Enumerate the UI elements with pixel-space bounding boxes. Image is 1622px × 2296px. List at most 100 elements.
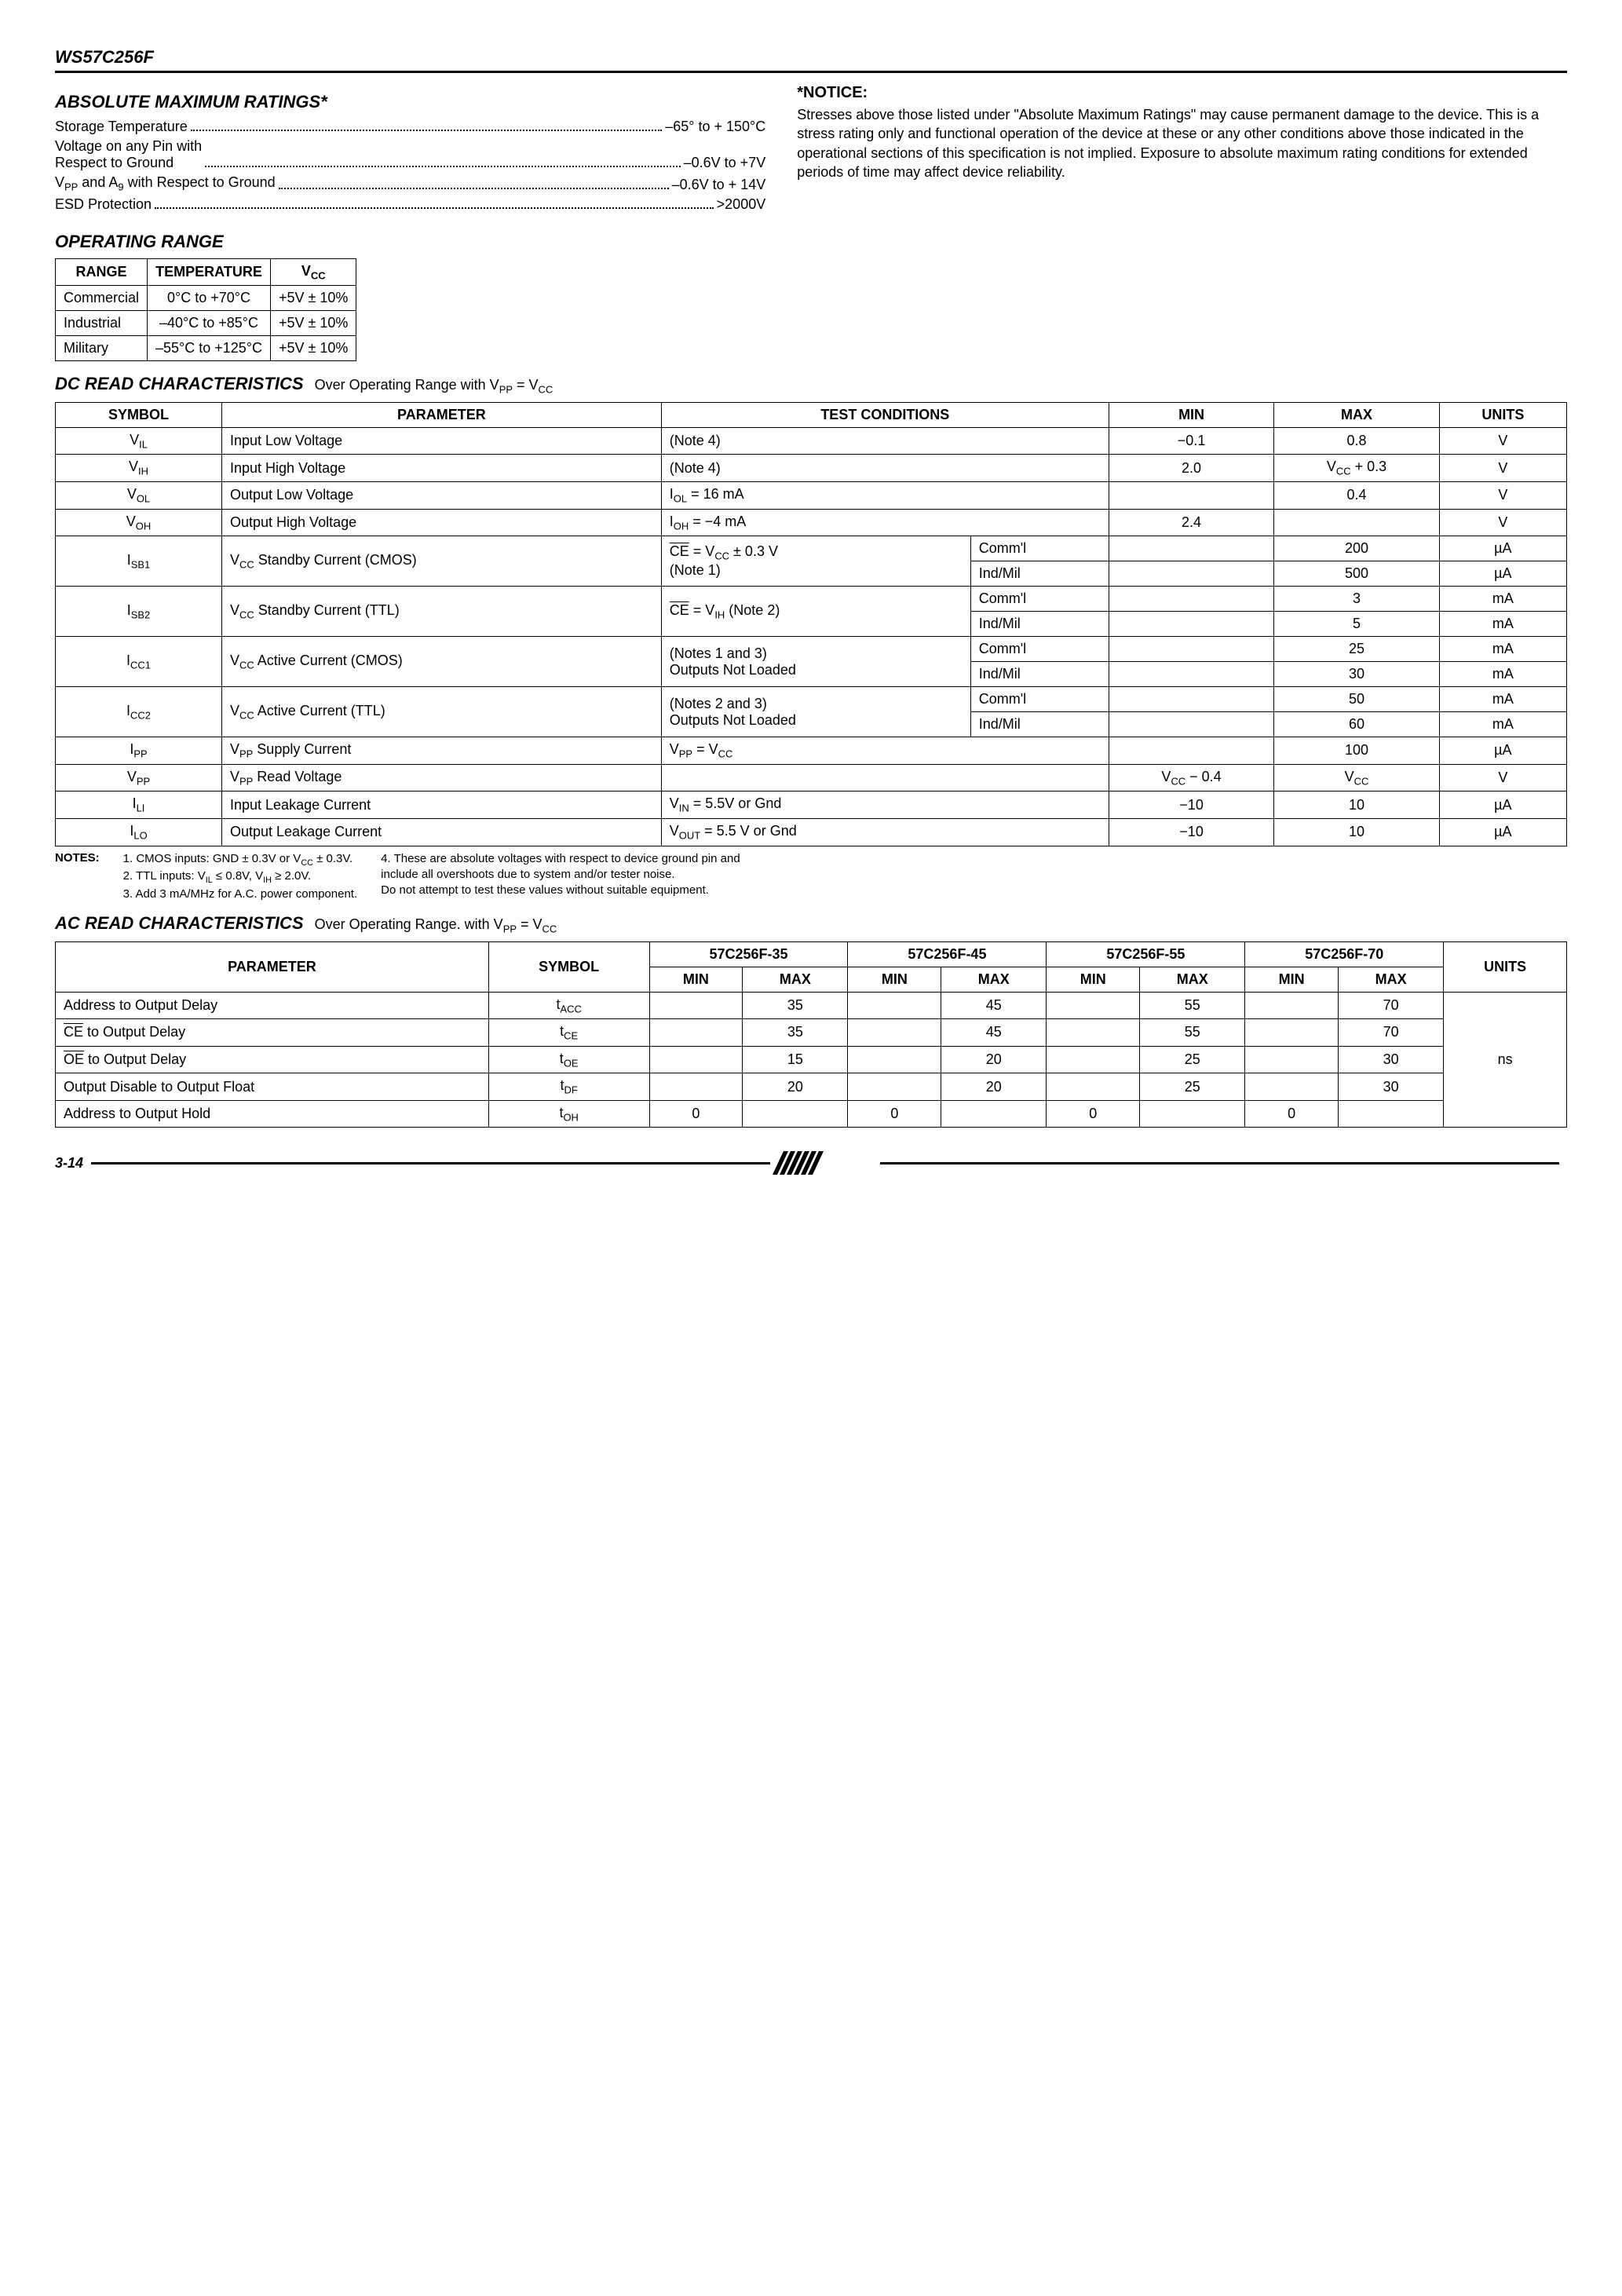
notice-body: Stresses above those listed under "Absol…	[797, 105, 1567, 181]
table-cell: +5V ± 10%	[271, 336, 356, 361]
amr-value: >2000V	[717, 196, 766, 213]
table-header: MAX	[1339, 967, 1444, 992]
table-cell: Comm'l	[970, 687, 1109, 712]
table-cell: µA	[1439, 818, 1566, 846]
table-cell	[1109, 536, 1273, 561]
table-cell: tOE	[488, 1046, 649, 1073]
table-cell: CE to Output Delay	[56, 1019, 489, 1047]
table-cell: 0	[1047, 1100, 1140, 1128]
table-cell	[1274, 509, 1439, 536]
notes-right: 4. These are absolute voltages with resp…	[381, 851, 740, 902]
table-cell: Output Low Voltage	[222, 481, 662, 509]
table-cell: –40°C to +85°C	[148, 311, 271, 336]
table-cell: 0.8	[1274, 427, 1439, 455]
table-cell: ILO	[56, 818, 222, 846]
table-cell: Input Low Voltage	[222, 427, 662, 455]
table-cell: (Note 4)	[661, 455, 1109, 482]
table-cell	[1140, 1100, 1245, 1128]
table-cell: tCE	[488, 1019, 649, 1047]
table-cell: Address to Output Hold	[56, 1100, 489, 1128]
notes-label: NOTES:	[55, 851, 100, 865]
table-header: MAX	[743, 967, 848, 992]
table-cell: +5V ± 10%	[271, 311, 356, 336]
table-cell: 10	[1274, 792, 1439, 819]
table-header: TEMPERATURE	[148, 258, 271, 286]
table-cell	[848, 1073, 941, 1101]
table-header: SYMBOL	[56, 402, 222, 427]
table-cell	[649, 992, 743, 1019]
table-header: 57C256F-45	[848, 941, 1047, 967]
table-cell: OE to Output Delay	[56, 1046, 489, 1073]
operating-range-table: RANGETEMPERATUREVCC Commercial0°C to +70…	[55, 258, 356, 362]
dc-characteristics-table: SYMBOLPARAMETERTEST CONDITIONSMINMAXUNIT…	[55, 402, 1567, 846]
table-cell: 70	[1339, 992, 1444, 1019]
table-cell: mA	[1439, 687, 1566, 712]
table-cell: tACC	[488, 992, 649, 1019]
table-cell: 25	[1140, 1046, 1245, 1073]
table-cell: VCC Standby Current (TTL)	[222, 587, 662, 637]
table-cell: µA	[1439, 792, 1566, 819]
notes-section: NOTES: 1. CMOS inputs: GND ± 0.3V or VCC…	[55, 851, 1567, 902]
table-cell	[1109, 637, 1273, 662]
table-cell: 30	[1339, 1046, 1444, 1073]
table-cell	[1245, 1019, 1339, 1047]
table-header: PARAMETER	[222, 402, 662, 427]
table-cell: Output High Voltage	[222, 509, 662, 536]
table-header: MIN	[848, 967, 941, 992]
table-cell: 5	[1274, 612, 1439, 637]
table-cell: Input High Voltage	[222, 455, 662, 482]
table-cell: ILI	[56, 792, 222, 819]
table-cell: 30	[1274, 662, 1439, 687]
table-cell: Output Leakage Current	[222, 818, 662, 846]
page-footer: 3-14	[55, 1151, 1567, 1175]
table-header: MIN	[1109, 402, 1273, 427]
table-cell: (Notes 1 and 3)Outputs Not Loaded	[661, 637, 970, 687]
table-cell	[848, 992, 941, 1019]
table-cell: 20	[941, 1046, 1047, 1073]
table-header: MAX	[1140, 967, 1245, 992]
table-cell: tOH	[488, 1100, 649, 1128]
notes-left: 1. CMOS inputs: GND ± 0.3V or VCC ± 0.3V…	[123, 851, 357, 902]
table-cell: VIN = 5.5V or Gnd	[661, 792, 1109, 819]
amr-label: Storage Temperature	[55, 119, 188, 135]
table-header: MIN	[649, 967, 743, 992]
dc-title: DC READ CHARACTERISTICS	[55, 374, 304, 394]
table-cell	[1109, 712, 1273, 737]
table-cell	[1109, 687, 1273, 712]
amr-value: –65° to + 150°C	[665, 119, 765, 135]
table-cell: tDF	[488, 1073, 649, 1101]
table-cell: Ind/Mil	[970, 612, 1109, 637]
table-cell: 35	[743, 1019, 848, 1047]
ac-characteristics-table: PARAMETERSYMBOL57C256F-3557C256F-4557C25…	[55, 941, 1567, 1128]
table-cell: –55°C to +125°C	[148, 336, 271, 361]
table-cell: Address to Output Delay	[56, 992, 489, 1019]
table-cell: 0	[1245, 1100, 1339, 1128]
table-cell: 10	[1274, 818, 1439, 846]
table-cell: ICC2	[56, 687, 222, 737]
table-cell: VIH	[56, 455, 222, 482]
table-header: MAX	[1274, 402, 1439, 427]
table-cell: 3	[1274, 587, 1439, 612]
table-cell: 45	[941, 1019, 1047, 1047]
table-cell: −0.1	[1109, 427, 1273, 455]
amr-label: Voltage on any Pin withRespect to Ground	[55, 138, 202, 171]
table-cell	[649, 1046, 743, 1073]
table-cell: V	[1439, 509, 1566, 536]
wsi-logo-icon	[778, 1151, 872, 1175]
table-cell	[1245, 1046, 1339, 1073]
table-cell: 2.0	[1109, 455, 1273, 482]
dc-condition: Over Operating Range with VPP = VCC	[315, 377, 553, 396]
table-cell: ISB2	[56, 587, 222, 637]
table-header: RANGE	[56, 258, 148, 286]
table-cell: CE = VIH (Note 2)	[661, 587, 970, 637]
table-cell: 35	[743, 992, 848, 1019]
table-cell: +5V ± 10%	[271, 286, 356, 311]
amr-value: –0.6V to +7V	[684, 155, 766, 171]
table-header: VCC	[271, 258, 356, 286]
table-cell	[1109, 561, 1273, 587]
table-cell: VCC	[1274, 764, 1439, 792]
amr-list: Storage Temperature –65° to + 150°C Voltag…	[55, 119, 765, 213]
amr-label: ESD Protection	[55, 196, 152, 213]
table-cell: V	[1439, 427, 1566, 455]
table-header: 57C256F-35	[649, 941, 848, 967]
